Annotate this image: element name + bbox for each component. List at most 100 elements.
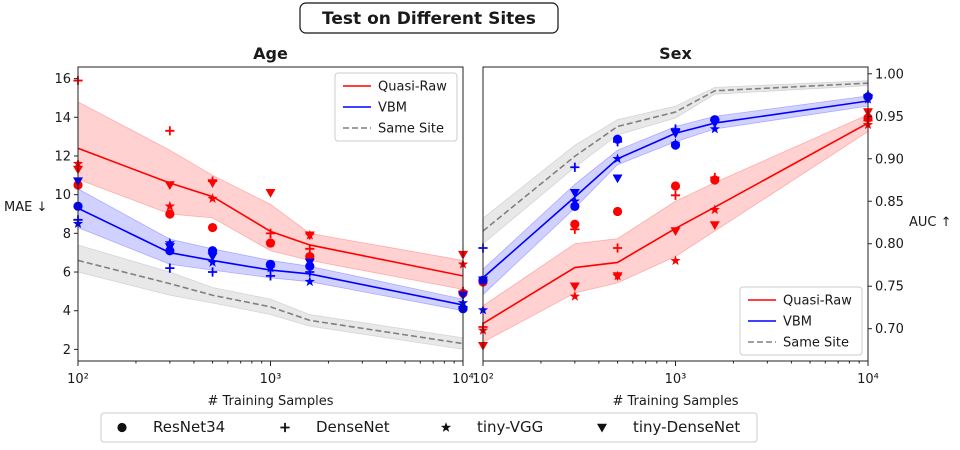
age-xtick-label: 10⁴: [452, 372, 474, 387]
age-panel: Age # Training Samples MAE ↓ 2 4 6 8 10 12 14 1…: [4, 44, 474, 409]
age-vbm-tiny-vgg-point: [164, 237, 175, 248]
age-title: Age: [253, 44, 288, 63]
age-ylabel: MAE ↓: [4, 200, 47, 215]
sex-legend: Quasi-Raw VBM Same Site: [739, 286, 863, 356]
sex-ytick-label: 0.80: [875, 237, 904, 252]
age-ytick-label: 14: [54, 111, 71, 126]
age-quasi-raw-densenet-point: [305, 244, 315, 254]
sex-xtick-label: 10³: [665, 372, 687, 387]
age-legend-label: VBM: [378, 101, 407, 116]
sex-quasi-raw-tiny-densenet-point: [670, 227, 681, 236]
sex-vbm-densenet-point: [612, 137, 623, 147]
sex-xlabel: # Training Samples: [613, 394, 739, 409]
sex-quasi-raw-densenet-point: [710, 172, 720, 183]
sex-ytick-label: 1.00: [875, 67, 904, 82]
sex-ytick-label: 0.85: [875, 195, 904, 210]
sex-quasi-raw-line: [483, 122, 868, 325]
sex-quasi-raw-densenet-point: [570, 224, 580, 234]
age-quasi-raw-resnet34-point: [165, 209, 175, 219]
sex-lines: [483, 82, 868, 325]
age-ytick-label: 2: [63, 343, 71, 358]
sex-quasi-raw-tiny-vgg-point: [670, 255, 681, 266]
age-vbm-tiny-densenet-point: [207, 252, 218, 262]
age-legend-label: Quasi-Raw: [378, 80, 447, 95]
age-vbm-densenet-point: [207, 267, 218, 277]
age-ytick-label: 10: [54, 188, 71, 203]
age-ytick-label: 6: [63, 266, 71, 281]
age-vbm-line: [78, 207, 463, 306]
sex-vbm-tiny-densenet-point: [670, 129, 681, 139]
age-quasi-raw-densenet-point: [265, 228, 276, 238]
sex-quasi-raw-densenet-point: [612, 243, 623, 253]
age-ytick-label: 8: [63, 227, 71, 242]
age-xlabel: # Training Samples: [208, 394, 334, 409]
sex-quasi-raw-tiny-densenet-point: [709, 221, 720, 231]
sex-panel: Sex # Training Samples AUC ↑ 0.70 0.75 0.8…: [472, 44, 951, 409]
sex-vbm-tiny-densenet-point: [569, 189, 580, 198]
age-vbm-tiny-vgg-point: [207, 256, 218, 267]
age-vbm-tiny-densenet-point: [304, 258, 315, 268]
age-vbm-tiny-densenet-point: [164, 243, 175, 252]
sex-ytick-label: 0.75: [875, 280, 904, 295]
sex-legend-label: Quasi-Raw: [783, 294, 852, 309]
age-same-site-band: [78, 244, 463, 350]
age-xtick-label: 10³: [260, 372, 282, 387]
sex-legend-box: [739, 286, 863, 356]
age-legend-box: [334, 72, 458, 142]
age-quasi-raw-resnet34-point: [207, 222, 218, 233]
sex-quasi-raw-tiny-densenet-point: [569, 282, 580, 292]
age-quasi-raw-tiny-densenet-point: [164, 181, 175, 190]
age-axes: 2 4 6 8 10 12 14 16 10² 10³ 10⁴: [54, 66, 474, 387]
age-legend: Quasi-Raw VBM Same Site: [334, 72, 458, 142]
age-quasi-raw-tiny-densenet-point: [265, 188, 276, 198]
age-vbm-tiny-densenet-point: [265, 264, 276, 274]
sex-legend-label: Same Site: [783, 336, 849, 351]
age-vbm-densenet-point: [165, 263, 175, 273]
sex-same-site-line: [483, 82, 868, 232]
age-same-site-line: [78, 259, 463, 345]
age-quasi-raw-tiny-vgg-point: [164, 200, 175, 211]
sex-quasi-raw-tiny-densenet-point: [612, 272, 623, 282]
age-quasi-raw-tiny-vgg-point: [207, 193, 218, 203]
model-legend-label: ResNet34: [153, 418, 225, 436]
sex-xtick-label: 10²: [472, 372, 494, 387]
sex-xtick-label: 10⁴: [857, 372, 879, 387]
age-quasi-raw-tiny-vgg-point: [265, 237, 276, 248]
age-lines: [78, 147, 463, 345]
suptitle-box: [299, 2, 559, 34]
age-quasi-raw-line: [78, 147, 463, 277]
sex-vbm-tiny-vgg-point: [709, 123, 720, 134]
model-legend-label: tiny-DenseNet: [633, 418, 740, 436]
model-legend-label: DenseNet: [316, 418, 390, 436]
age-xtick-label: 10²: [67, 372, 89, 387]
sex-quasi-raw-tiny-vgg-point: [709, 204, 720, 215]
tiny-densenet-legend-marker: [597, 423, 607, 433]
age-ytick-label: 12: [54, 149, 71, 164]
age-legend-label: Same Site: [378, 122, 444, 137]
sex-vbm-densenet-point: [570, 162, 580, 172]
age-ytick-label: 16: [54, 72, 71, 87]
sex-quasi-raw-resnet34-point: [570, 219, 580, 229]
sex-ylabel: AUC ↑: [909, 215, 952, 230]
age-quasi-raw-tiny-densenet-point: [207, 179, 218, 189]
model-legend: ResNet34 DenseNet tiny-VGG tiny-DenseNet: [100, 412, 758, 443]
sex-quasi-raw-resnet34-point: [612, 206, 623, 217]
sex-vbm-tiny-densenet-point: [709, 119, 720, 129]
sex-vbm-tiny-vgg-point: [670, 138, 681, 148]
sex-legend-label: VBM: [783, 315, 812, 330]
age-quasi-raw-densenet-point: [165, 126, 175, 136]
sex-ytick-label: 0.95: [875, 110, 904, 125]
age-quasi-raw-tiny-densenet-point: [304, 231, 315, 241]
age-ytick-label: 4: [63, 304, 71, 319]
model-legend-box: [100, 412, 758, 443]
densenet-legend-marker: [280, 422, 290, 433]
sex-points: [477, 90, 874, 351]
tiny-vgg-legend-marker: [440, 422, 452, 432]
sex-vbm-tiny-vgg-point: [612, 153, 623, 164]
suptitle: Test on Different Sites: [322, 9, 536, 29]
sex-vbm-line: [483, 100, 868, 279]
age-vbm-densenet-point: [305, 267, 315, 277]
sex-ytick-label: 0.90: [875, 152, 904, 167]
sex-vbm-tiny-vgg-point: [569, 195, 580, 206]
